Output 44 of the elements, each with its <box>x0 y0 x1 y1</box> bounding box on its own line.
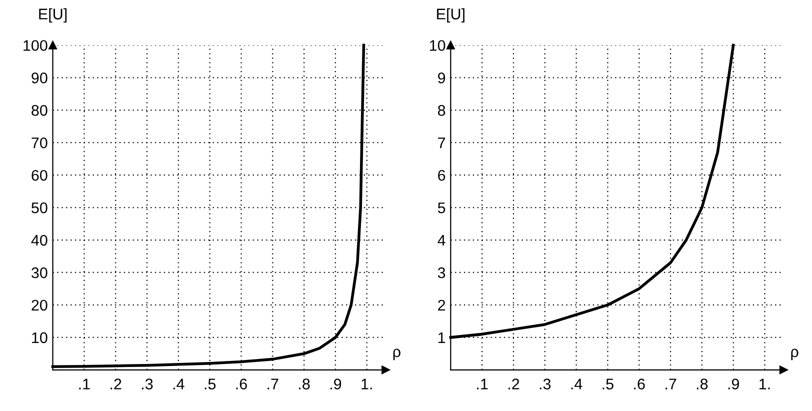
y-tick-label: 9 <box>438 72 446 84</box>
x-tick-label: .9 <box>728 378 739 390</box>
x-tick-label: .8 <box>299 378 310 390</box>
y-tick-label: 10 <box>32 332 48 344</box>
x-tick-label: .9 <box>330 378 342 390</box>
y-tick-label: 30 <box>32 267 48 278</box>
x-tick-label: .3 <box>540 378 551 390</box>
y-tick-label: 90 <box>32 72 48 84</box>
y-tick-label: 10 <box>430 40 446 51</box>
x-tick-label: .7 <box>666 378 676 390</box>
x-tick-label: .6 <box>634 378 645 390</box>
x-tick-label: .5 <box>602 378 614 390</box>
y-tick-label: 1 <box>438 332 446 343</box>
y-tick-label: 40 <box>31 234 48 246</box>
x-tick-label: 1. <box>362 378 372 390</box>
y-tick-label: 60 <box>32 170 48 181</box>
x-tick-label: .2 <box>508 378 520 390</box>
x-tick-label: .4 <box>571 378 582 390</box>
y-axis-title: E[U] <box>39 8 67 22</box>
y-tick-label: 4 <box>438 235 446 246</box>
y-tick-label: 20 <box>32 300 48 311</box>
x-tick-label: .1 <box>477 378 488 390</box>
y-tick-label: 80 <box>32 105 48 116</box>
x-tick-label: .5 <box>204 378 216 390</box>
y-tick-label: 6 <box>438 170 446 181</box>
y-tick-label: 2 <box>438 300 446 310</box>
y-tick-label: 50 <box>32 202 48 214</box>
x-tick-label: .6 <box>236 378 247 390</box>
x-tick-label: 1. <box>760 378 770 390</box>
x-tick-label: .1 <box>79 378 90 390</box>
y-tick-label: 5 <box>438 202 446 214</box>
x-tick-label: .3 <box>142 378 153 390</box>
y-tick-label: 100 <box>24 40 48 51</box>
y-axis-title: E[U] <box>437 8 464 22</box>
y-tick-label: 70 <box>32 137 48 148</box>
y-tick-label: 3 <box>438 267 446 278</box>
x-tick-label: .8 <box>696 378 708 390</box>
x-tick-label: .2 <box>110 378 122 390</box>
y-tick-label: 7 <box>438 138 446 148</box>
x-axis-title: ρ <box>791 348 798 360</box>
x-axis-title: ρ <box>393 348 400 360</box>
x-tick-label: .7 <box>268 378 278 390</box>
x-tick-label: .4 <box>173 378 184 390</box>
y-tick-label: 8 <box>438 105 446 116</box>
